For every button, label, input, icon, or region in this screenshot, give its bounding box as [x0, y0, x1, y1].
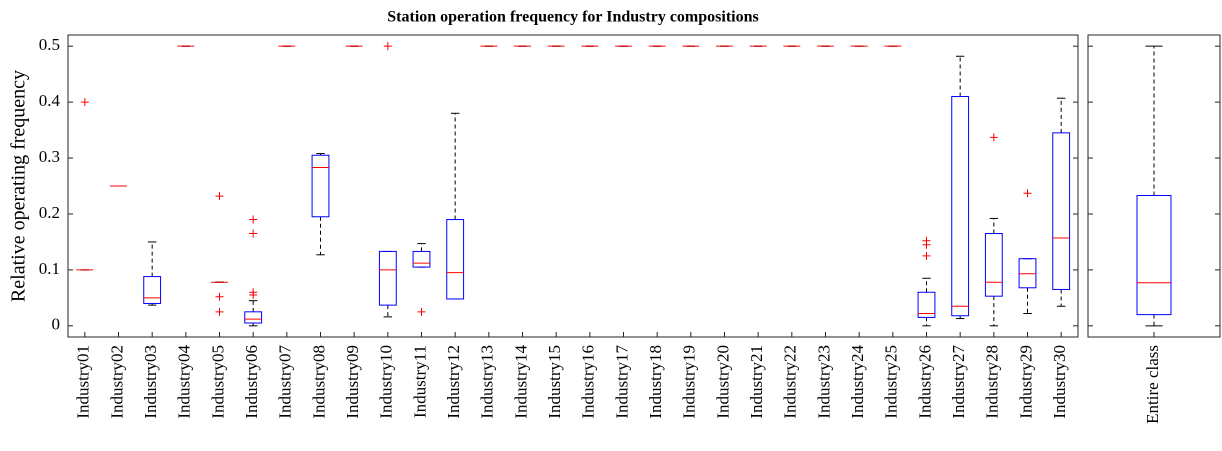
x-tick-label: Industry14 [511, 345, 530, 419]
x-tick-label: Industry21 [747, 345, 766, 419]
y-tick-label: 0 [52, 315, 61, 334]
outlier [249, 291, 258, 300]
x-tick-label: Industry09 [343, 345, 362, 419]
x-tick-label: Industry11 [410, 345, 429, 418]
chart-title: Station operation frequency for Industry… [387, 9, 758, 26]
x-tick-label: Industry19 [680, 345, 699, 419]
outlier [989, 133, 998, 142]
outlier [215, 292, 224, 301]
x-tick-label: Industry13 [478, 345, 497, 419]
x-tick-label: Industry04 [175, 345, 194, 419]
box [1136, 195, 1172, 316]
x-tick-label: Industry18 [646, 345, 665, 419]
x-tick-label: Industry07 [276, 345, 295, 419]
outlier [80, 98, 89, 107]
box [917, 291, 936, 318]
outlier [417, 307, 426, 316]
x-tick-label: Industry29 [1016, 345, 1035, 419]
box [984, 233, 1003, 297]
box [244, 311, 263, 324]
x-tick-label: Industry08 [309, 345, 328, 419]
x-tick-label: Industry10 [377, 345, 396, 419]
x-tick-label: Industry01 [74, 345, 93, 419]
axes-frame [67, 34, 1079, 338]
box [412, 250, 431, 268]
x-tick-label: Industry02 [107, 345, 126, 419]
x-tick-label: Industry28 [983, 345, 1002, 419]
x-tick-label: Industry26 [915, 345, 934, 419]
outlier [215, 307, 224, 316]
x-tick-label: Industry16 [579, 345, 598, 419]
box [378, 250, 397, 306]
outlier [383, 42, 392, 51]
y-tick-label: 0.2 [39, 203, 60, 222]
box [951, 96, 970, 317]
x-tick-label: Industry06 [242, 345, 261, 419]
x-tick-label: Industry30 [1050, 345, 1069, 419]
box [311, 154, 330, 218]
outlier [215, 192, 224, 201]
x-tick-label: Industry24 [848, 345, 867, 419]
box [1018, 258, 1037, 289]
x-tick-label: Industry03 [141, 345, 160, 419]
x-tick-label: Entire class [1143, 345, 1162, 424]
box [1052, 132, 1071, 290]
outlier [922, 251, 931, 260]
x-tick-label: Industry22 [781, 345, 800, 419]
y-tick-label: 0.5 [39, 35, 60, 54]
outlier [249, 215, 258, 224]
box [446, 219, 465, 300]
outlier [249, 229, 258, 238]
x-tick-label: Industry20 [713, 345, 732, 419]
x-tick-label: Industry05 [208, 345, 227, 419]
y-tick-label: 0.1 [39, 259, 60, 278]
x-tick-label: Industry17 [612, 345, 631, 419]
outlier [922, 240, 931, 249]
x-tick-label: Industry15 [545, 345, 564, 419]
y-tick-label: 0.3 [39, 147, 60, 166]
x-tick-label: Industry25 [882, 345, 901, 419]
x-tick-label: Industry27 [949, 345, 968, 419]
y-axis-label: Relative operating frequency [8, 70, 30, 302]
y-tick-label: 0.4 [39, 91, 61, 110]
x-tick-label: Industry12 [444, 345, 463, 419]
x-tick-label: Industry23 [814, 345, 833, 419]
outlier [1023, 189, 1032, 198]
box [143, 276, 162, 304]
